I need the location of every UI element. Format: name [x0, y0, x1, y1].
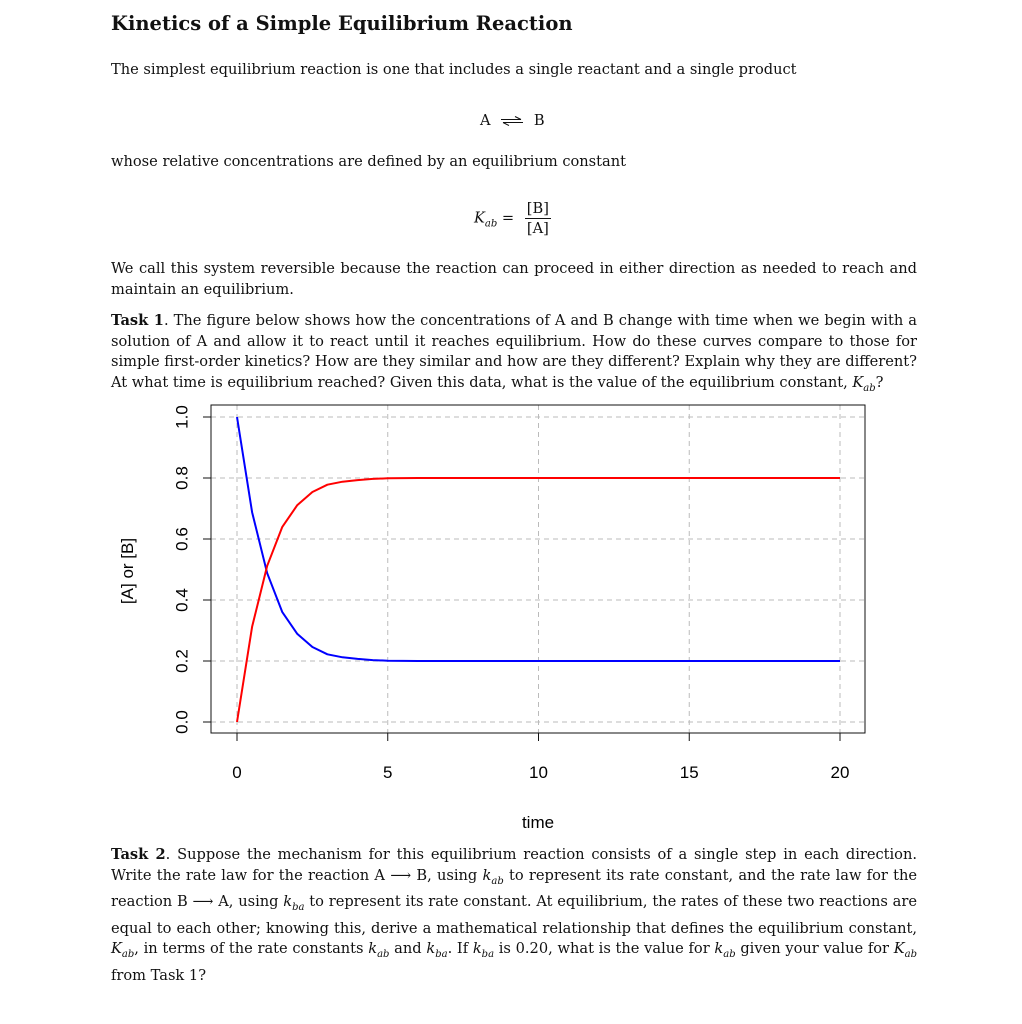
- kba-rate-symbol-3: k: [472, 940, 482, 958]
- equilibrium-arrows-icon: [501, 116, 524, 126]
- y-axis-ticks: 0.0 0.2 0.4 0.6 0.8 1.0: [172, 405, 211, 734]
- y-tick-label: 1.0: [172, 405, 191, 429]
- task2-text-5: to represent its rate constant. At equil…: [111, 893, 917, 937]
- reaction-equation: A B: [480, 112, 545, 129]
- y-axis-label: [A] or [B]: [118, 538, 137, 604]
- kab-rate-subscript: ab: [491, 875, 504, 887]
- kab-rate-subscript-2: ab: [377, 949, 390, 961]
- equals-sign: =: [501, 209, 515, 227]
- x-axis-ticks: 0 5 10 15 20: [232, 733, 849, 782]
- kab-rate-symbol-2: k: [368, 940, 378, 958]
- x-tick-label: 10: [529, 763, 548, 782]
- series-line-b: [236, 477, 840, 723]
- task2-text-2: B, using: [411, 866, 483, 884]
- kab-rate-symbol: k: [482, 866, 492, 884]
- kab-symbol: K: [474, 209, 485, 227]
- x-tick-label: 5: [383, 763, 392, 782]
- task2-text-7: and: [389, 940, 427, 958]
- task2-label: Task 2: [111, 846, 166, 863]
- task2-text-11: from Task 1?: [111, 966, 207, 984]
- kab-constant-subscript-2: ab: [904, 949, 917, 961]
- task2-text-6: , in terms of the rate constants: [134, 940, 369, 958]
- task1-k-subscript: ab: [863, 382, 876, 394]
- product-b: B: [533, 112, 545, 129]
- equilibrium-constant-equation: Kab = [B] [A]: [474, 199, 551, 238]
- kab-constant-symbol-2: K: [893, 940, 905, 958]
- kba-rate-subscript: ba: [292, 902, 305, 913]
- document-title: Kinetics of a Simple Equilibrium Reactio…: [111, 12, 573, 35]
- y-tick-label: 0.6: [172, 527, 191, 551]
- chart-series: [236, 416, 840, 723]
- fraction-denominator: [A]: [526, 220, 549, 237]
- reactant-a: A: [480, 112, 491, 129]
- task2-text-3: to represent its rate constant, and the …: [111, 866, 917, 911]
- kab-constant-symbol: K: [111, 940, 122, 958]
- reaction-arrow-icon: ⟶: [390, 866, 412, 884]
- reverse-reaction-arrow-icon: ⟶: [192, 893, 214, 911]
- concentration-time-chart: 0 5 10 15 20 0.0 0.2 0.4 0.6 0.8 1.0 time [A] or …: [118, 404, 866, 832]
- chart-grid: [211, 405, 865, 733]
- task2-paragraph: Task 2. Suppose the mechanism for this e…: [111, 845, 917, 986]
- task2-text-4: A, using: [213, 893, 284, 911]
- x-tick-label: 15: [680, 763, 699, 782]
- kba-rate-subscript-3: ba: [481, 949, 495, 961]
- task2-text-9: is 0.20, what is the value for: [494, 940, 715, 958]
- task2-text-10: given your value for: [735, 940, 894, 958]
- y-tick-label: 0.0: [172, 710, 191, 734]
- intro-paragraph: The simplest equilibrium reaction is one…: [111, 61, 797, 78]
- x-axis-label: time: [522, 813, 554, 832]
- task1-text: . The figure below shows how the concent…: [111, 312, 917, 391]
- kab-rate-subscript-3: ab: [723, 949, 736, 961]
- fraction-numerator: [B]: [524, 200, 551, 219]
- x-tick-label: 20: [831, 763, 850, 782]
- series-line-a: [236, 416, 840, 662]
- concentration-fraction: [B] [A]: [524, 199, 551, 238]
- reversible-paragraph: We call this system reversible because t…: [111, 260, 917, 298]
- kba-rate-symbol: k: [283, 893, 293, 911]
- task2-text-1: . Suppose the mechanism for this equilib…: [111, 846, 917, 884]
- task1-k-symbol: K: [852, 373, 864, 391]
- y-tick-label: 0.8: [172, 466, 191, 490]
- kab-subscript: ab: [484, 218, 498, 230]
- equilibrium-paragraph: whose relative concentrations are define…: [111, 153, 626, 170]
- kba-rate-subscript-2: ba: [435, 949, 448, 961]
- kab-constant-subscript: ab: [121, 949, 135, 961]
- kab-rate-symbol-3: k: [714, 940, 724, 958]
- y-tick-label: 0.4: [172, 588, 191, 612]
- task1-paragraph: Task 1. The figure below shows how the c…: [111, 311, 917, 399]
- kba-rate-symbol-2: k: [426, 940, 436, 958]
- task1-label: Task 1: [111, 312, 164, 329]
- task1-end: ?: [875, 373, 884, 391]
- y-tick-label: 0.2: [172, 649, 191, 673]
- x-tick-label: 0: [232, 763, 241, 782]
- task2-text-8: . If: [447, 940, 473, 958]
